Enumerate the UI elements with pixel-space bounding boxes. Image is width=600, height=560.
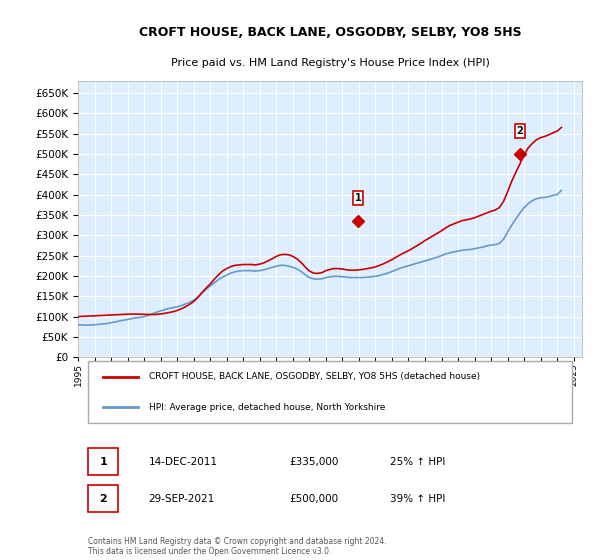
FancyBboxPatch shape xyxy=(88,361,572,423)
FancyBboxPatch shape xyxy=(88,485,118,512)
FancyBboxPatch shape xyxy=(88,449,118,475)
Text: HPI: Average price, detached house, North Yorkshire: HPI: Average price, detached house, Nort… xyxy=(149,403,385,412)
Text: £335,000: £335,000 xyxy=(290,457,339,467)
Text: £500,000: £500,000 xyxy=(290,493,339,503)
Text: 14-DEC-2011: 14-DEC-2011 xyxy=(149,457,218,467)
Text: 39% ↑ HPI: 39% ↑ HPI xyxy=(391,493,446,503)
Text: CROFT HOUSE, BACK LANE, OSGODBY, SELBY, YO8 5HS: CROFT HOUSE, BACK LANE, OSGODBY, SELBY, … xyxy=(139,26,521,39)
Text: 29-SEP-2021: 29-SEP-2021 xyxy=(149,493,215,503)
Text: Price paid vs. HM Land Registry's House Price Index (HPI): Price paid vs. HM Land Registry's House … xyxy=(170,58,490,68)
Text: 2: 2 xyxy=(517,125,523,136)
Text: 1: 1 xyxy=(100,457,107,467)
Text: CROFT HOUSE, BACK LANE, OSGODBY, SELBY, YO8 5HS (detached house): CROFT HOUSE, BACK LANE, OSGODBY, SELBY, … xyxy=(149,372,479,381)
Text: 25% ↑ HPI: 25% ↑ HPI xyxy=(391,457,446,467)
Text: Contains HM Land Registry data © Crown copyright and database right 2024.
This d: Contains HM Land Registry data © Crown c… xyxy=(88,536,386,556)
Text: 1: 1 xyxy=(355,193,361,203)
Text: 2: 2 xyxy=(100,493,107,503)
